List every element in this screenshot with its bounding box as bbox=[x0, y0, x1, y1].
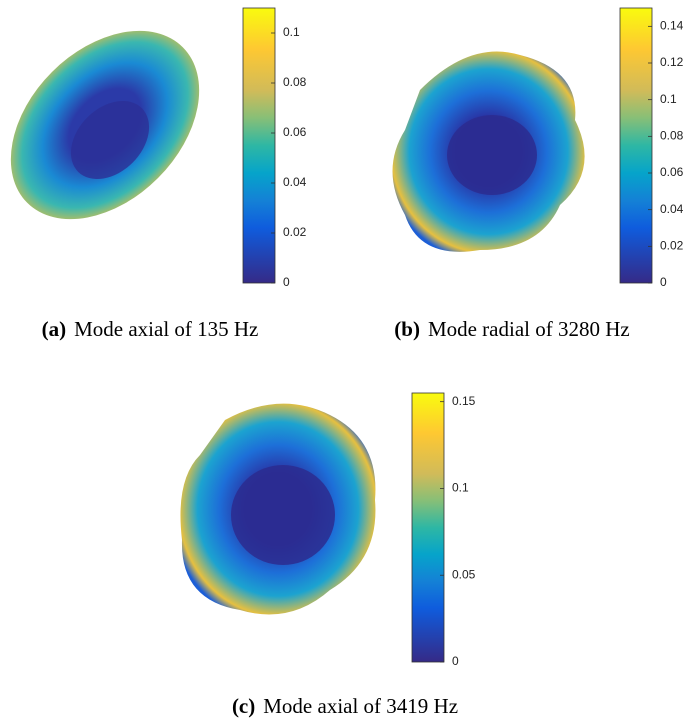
colorbar bbox=[619, 7, 653, 284]
tick-label: 0.15 bbox=[452, 394, 476, 408]
colorbar bbox=[411, 392, 445, 663]
tick-label: 0.06 bbox=[660, 165, 684, 179]
tick-label: 0.05 bbox=[452, 567, 476, 581]
tick-label: 0.1 bbox=[452, 481, 469, 495]
caption-label: (c) bbox=[232, 694, 255, 718]
tick-label: 0.1 bbox=[660, 92, 677, 106]
caption-text: Mode axial of 135 Hz bbox=[74, 317, 258, 341]
tick-label: 0 bbox=[283, 275, 290, 289]
colorbar bbox=[242, 7, 276, 284]
tick-label: 0.04 bbox=[283, 175, 307, 189]
tick-label: 0.02 bbox=[660, 239, 684, 253]
caption-text: Mode axial of 3419 Hz bbox=[263, 694, 458, 718]
tick-label: 0.12 bbox=[660, 55, 684, 69]
mode-shape-a bbox=[10, 30, 200, 220]
tick-label: 0 bbox=[452, 654, 459, 668]
tick-label: 0.04 bbox=[660, 202, 684, 216]
caption: (a) Mode axial of 135 Hz bbox=[42, 317, 259, 341]
caption-label: (b) bbox=[394, 317, 420, 341]
caption: (b) Mode radial of 3280 Hz bbox=[394, 317, 629, 341]
tick-label: 0.08 bbox=[283, 75, 307, 89]
tick-label: 0.1 bbox=[283, 25, 300, 39]
tick-label: 0.02 bbox=[283, 225, 307, 239]
caption-label: (a) bbox=[42, 317, 67, 341]
caption-text: Mode radial of 3280 Hz bbox=[428, 317, 630, 341]
tick-label: 0 bbox=[660, 275, 667, 289]
tick-label: 0.06 bbox=[283, 125, 307, 139]
tick-label: 0.14 bbox=[660, 19, 684, 33]
tick-label: 0.08 bbox=[660, 129, 684, 143]
mode-shape-c bbox=[180, 403, 376, 615]
mode-shape-b bbox=[392, 51, 585, 252]
caption: (c) Mode axial of 3419 Hz bbox=[232, 694, 458, 718]
